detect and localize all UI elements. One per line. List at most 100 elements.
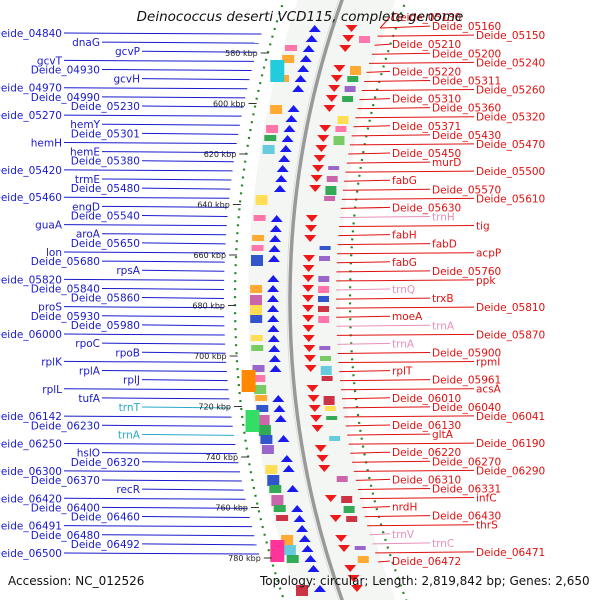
- leader-line: [351, 134, 431, 137]
- gene-label: Deide_05870: [476, 329, 545, 341]
- leader-line: [364, 79, 431, 82]
- leader-line: [101, 342, 226, 345]
- forward-gene-arrow: [273, 405, 286, 412]
- gene-label: Deide_06460: [71, 512, 140, 524]
- leader-line: [141, 78, 250, 81]
- reverse-gene-arrow: [318, 465, 331, 472]
- gene-label: Deide_05480: [71, 183, 140, 195]
- cog-block-highlight: [241, 370, 256, 392]
- gene-label: recR: [116, 484, 140, 496]
- gene-label: Deide_05420: [0, 165, 62, 177]
- leader-line: [101, 315, 225, 318]
- gene-label: Deide_05200: [432, 48, 501, 60]
- forward-gene-arrow: [270, 215, 283, 222]
- gene-label: proS: [38, 302, 62, 314]
- gene-label: Deide_06010: [392, 393, 461, 405]
- gene-label: nrdH: [392, 502, 417, 514]
- gene-label: Deide_06000: [0, 329, 62, 341]
- gene-label: acpP: [476, 248, 501, 260]
- leader-line: [367, 524, 475, 527]
- cog-block: [255, 195, 268, 205]
- cog-block: [357, 556, 369, 563]
- gene-label: Deide_05360: [432, 103, 501, 115]
- leader-line: [63, 32, 262, 35]
- gene-label: gltA: [432, 429, 454, 441]
- gene-label: aroA: [76, 229, 101, 241]
- cog-block: [286, 555, 299, 563]
- reverse-gene-arrow: [302, 285, 315, 292]
- cog-block: [251, 255, 263, 266]
- gene-label: Deide_05130: [392, 12, 461, 24]
- leader-line: [360, 497, 475, 500]
- cog-block: [354, 546, 366, 550]
- gene-label: fabG: [392, 175, 417, 187]
- cog-block: [319, 256, 330, 261]
- gene-label: rplL: [42, 384, 62, 396]
- reverse-gene-arrow: [303, 355, 316, 362]
- leader-line: [101, 68, 252, 71]
- gene-label: rplA: [79, 366, 101, 378]
- leader-line: [63, 552, 260, 555]
- gene-label: Deide_06230: [31, 420, 100, 432]
- reverse-gene-arrow: [347, 575, 360, 582]
- leader-line: [336, 261, 391, 264]
- cog-block: [250, 305, 262, 316]
- cog-block: [256, 405, 269, 412]
- cog-block: [320, 356, 331, 361]
- leader-line: [141, 379, 228, 382]
- leader-line: [348, 152, 391, 155]
- leader-line: [141, 242, 226, 245]
- cog-block: [270, 105, 283, 114]
- gene-label: Deide_05540: [71, 210, 140, 222]
- gene-label: Deide_05860: [71, 293, 140, 305]
- reverse-gene-arrow: [317, 135, 330, 142]
- leader-line: [336, 279, 475, 282]
- gene-label: Deide_05380: [71, 156, 140, 168]
- kbp-tick-label: 580 kbp: [225, 49, 258, 58]
- forward-gene-arrow: [301, 545, 314, 552]
- gene-label: Deide_05810: [476, 302, 545, 314]
- reverse-gene-arrow: [345, 25, 358, 32]
- leader-line: [337, 342, 391, 345]
- cog-block: [285, 45, 297, 51]
- forward-gene-arrow: [298, 535, 311, 542]
- reverse-gene-arrow: [302, 265, 315, 272]
- leader-line: [371, 52, 431, 55]
- forward-gene-arrow: [307, 565, 320, 572]
- gene-label: Deide_06250: [0, 439, 62, 451]
- gene-label: Deide_05460: [0, 192, 62, 204]
- reverse-gene-arrow: [302, 275, 315, 282]
- cog-block: [250, 285, 263, 293]
- leader-line: [63, 224, 227, 227]
- leader-line: [336, 288, 391, 291]
- gene-label: murD: [432, 157, 461, 169]
- gene-label: Deide_05220: [392, 66, 461, 78]
- gene-label: Deide_06220: [392, 447, 461, 459]
- gene-label: Deide_06370: [31, 475, 100, 487]
- forward-gene-arrow: [267, 275, 280, 282]
- genome-backbone: [288, 0, 344, 600]
- reverse-gene-arrow: [308, 405, 321, 412]
- reverse-gene-arrow: [305, 215, 318, 222]
- leader-line: [372, 542, 431, 545]
- leader-line: [63, 525, 252, 528]
- reverse-gene-arrow: [309, 185, 322, 192]
- leader-line: [101, 452, 237, 455]
- gene-label: Deide_05760: [432, 266, 501, 278]
- leader-line: [141, 160, 234, 163]
- forward-gene-arrow: [281, 135, 294, 142]
- kbp-tick-label: 780 kbp: [228, 554, 261, 563]
- reverse-gene-arrow: [342, 35, 355, 42]
- gene-label: lon: [46, 247, 62, 259]
- gene-label: rpmI: [476, 357, 500, 369]
- leader-line: [101, 205, 229, 208]
- reverse-gene-arrow: [306, 385, 319, 392]
- leader-line: [63, 415, 232, 418]
- cog-block: [325, 186, 337, 195]
- gene-label: hslO: [77, 448, 100, 460]
- forward-gene-arrow: [286, 485, 299, 492]
- leader-line: [357, 487, 431, 490]
- forward-gene-arrow: [269, 365, 282, 372]
- forward-gene-arrow: [313, 585, 326, 592]
- gene-label: Deide_06040: [432, 402, 501, 414]
